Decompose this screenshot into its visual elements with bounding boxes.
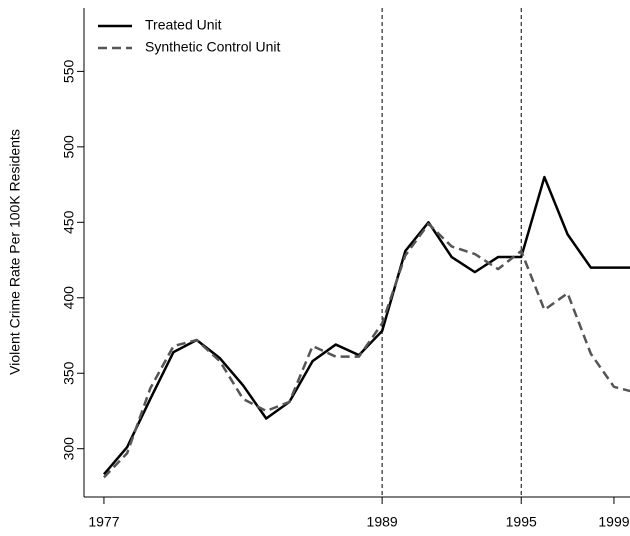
- series-line: [102, 175, 630, 476]
- y-tick-label: 500: [61, 135, 77, 159]
- x-tick-label: 1977: [88, 514, 119, 530]
- legend-label: Synthetic Control Unit: [145, 39, 281, 55]
- y-tick-label: 400: [61, 286, 77, 310]
- series-line: [103, 222, 630, 479]
- y-tick-label: 350: [61, 361, 77, 385]
- x-tick-label: 1995: [506, 514, 537, 530]
- x-tick-label: 1989: [367, 514, 398, 530]
- y-tick-label: 450: [61, 210, 77, 234]
- y-axis-label: Violent Crime Rate Per 100K Residents: [7, 129, 23, 375]
- y-tick-label: 550: [61, 59, 77, 83]
- legend-label: Treated Unit: [145, 17, 222, 33]
- x-tick-label: 1999: [598, 514, 629, 530]
- y-tick-label: 300: [61, 437, 77, 461]
